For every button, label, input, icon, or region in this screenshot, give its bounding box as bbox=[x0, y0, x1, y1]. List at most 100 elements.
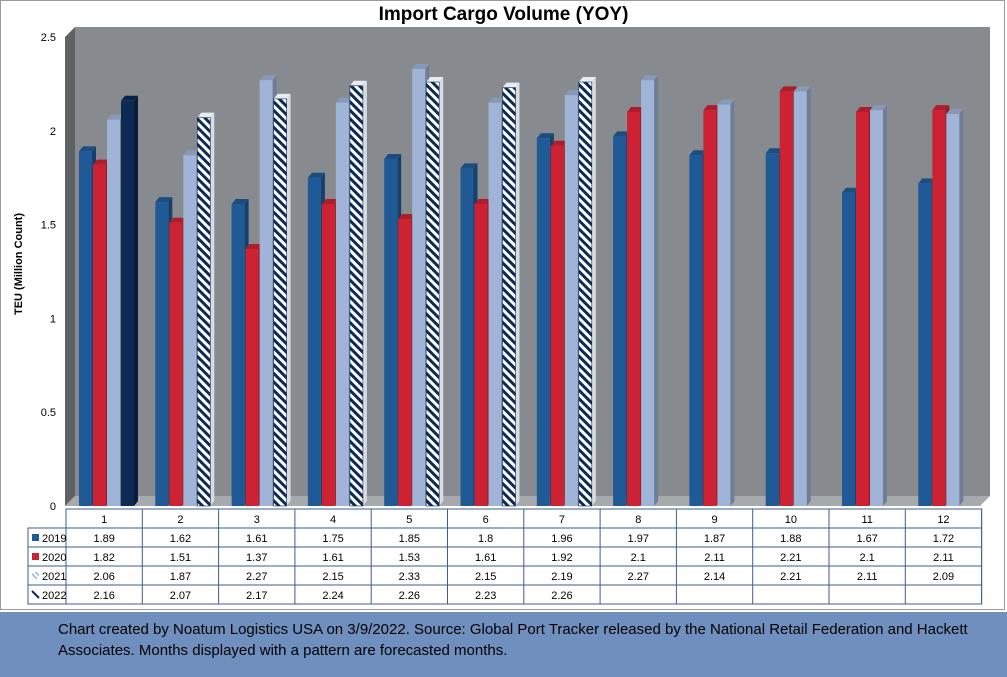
x-tick-label: 9 bbox=[711, 514, 717, 526]
bar-top bbox=[918, 178, 936, 184]
bar-front bbox=[460, 168, 474, 506]
y-tick-label: 1.5 bbox=[41, 220, 56, 232]
data-label-2021-11: 2.11 bbox=[857, 571, 878, 583]
bar-top bbox=[502, 82, 520, 88]
data-label-2021-2: 1.87 bbox=[170, 571, 191, 583]
data-label-2022-7: 2.26 bbox=[551, 590, 572, 602]
chart-title: Import Cargo Volume (YOY) bbox=[378, 4, 629, 25]
bar-2022-3 bbox=[273, 93, 291, 507]
bar-top bbox=[426, 77, 444, 83]
bar-side bbox=[362, 80, 367, 506]
data-label-2019-3: 1.61 bbox=[246, 533, 267, 545]
bar-2021-9 bbox=[717, 99, 735, 506]
bar-2021-12 bbox=[946, 108, 964, 506]
y-axis: 0 0.5 1 1.5 2 2.5 bbox=[41, 32, 56, 513]
bar-front bbox=[349, 85, 364, 507]
data-label-2021-6: 2.15 bbox=[475, 571, 496, 583]
data-label-2022-1: 2.16 bbox=[93, 590, 114, 602]
data-label-2022-3: 2.17 bbox=[246, 590, 267, 602]
bars-group bbox=[79, 63, 964, 507]
bar-front bbox=[641, 80, 655, 506]
bar-front bbox=[946, 113, 960, 506]
bar-side bbox=[654, 75, 659, 506]
bar-top bbox=[856, 107, 873, 113]
bar-top bbox=[183, 150, 201, 156]
y-tick-label: 2 bbox=[50, 126, 56, 138]
bar-2022-4 bbox=[349, 80, 367, 507]
data-label-2019-12: 1.72 bbox=[933, 533, 954, 545]
bar-front bbox=[918, 183, 932, 506]
bar-top bbox=[474, 198, 492, 204]
bar-side bbox=[883, 105, 887, 506]
bar-front bbox=[502, 87, 516, 507]
bar-front bbox=[107, 119, 120, 506]
bar-top bbox=[578, 77, 596, 83]
data-label-2020-4: 1.61 bbox=[322, 552, 343, 564]
bar-front bbox=[613, 136, 627, 507]
bar-side bbox=[591, 77, 596, 507]
bar-top bbox=[946, 108, 964, 114]
bar-top bbox=[93, 159, 110, 165]
bar-side bbox=[806, 86, 811, 507]
bar-front bbox=[793, 91, 807, 507]
bar-2022-2 bbox=[197, 112, 215, 507]
data-label-2021-12: 2.09 bbox=[933, 571, 954, 583]
data-label-2019-2: 1.62 bbox=[170, 533, 191, 545]
bar-top bbox=[488, 97, 506, 103]
legend-label-2022: 2022 bbox=[42, 590, 66, 602]
bar-top bbox=[613, 131, 631, 137]
bar-front bbox=[578, 81, 593, 507]
bar-front bbox=[169, 222, 183, 506]
data-label-2021-4: 2.15 bbox=[322, 571, 343, 583]
bar-side bbox=[439, 77, 444, 507]
bar-top bbox=[259, 75, 277, 81]
bar-top bbox=[384, 153, 402, 159]
data-label-2022-4: 2.24 bbox=[322, 590, 343, 602]
bar-2021-8 bbox=[641, 75, 659, 506]
data-label-2020-12: 2.11 bbox=[933, 552, 954, 564]
data-label-2021-3: 2.27 bbox=[246, 571, 267, 583]
y-axis-label: TEU (Million Count) bbox=[13, 213, 25, 315]
bar-top bbox=[627, 107, 645, 113]
bar-front bbox=[245, 248, 259, 506]
bar-front bbox=[197, 117, 211, 507]
legend-key-2021 bbox=[32, 572, 39, 579]
data-label-2020-1: 1.82 bbox=[93, 552, 114, 564]
legend-key-2019 bbox=[32, 534, 39, 541]
data-label-2019-1: 1.89 bbox=[93, 533, 114, 545]
data-label-2020-2: 1.51 bbox=[170, 552, 191, 564]
data-label-2019-11: 1.67 bbox=[856, 533, 877, 545]
bar-front bbox=[536, 138, 550, 506]
data-label-2021-9: 2.14 bbox=[704, 571, 725, 583]
bar-top bbox=[564, 90, 582, 96]
data-label-2019-6: 1.8 bbox=[478, 533, 493, 545]
data-label-2020-3: 1.37 bbox=[246, 552, 267, 564]
bar-front bbox=[689, 155, 703, 507]
bar-top bbox=[412, 63, 430, 69]
bar-top bbox=[79, 146, 96, 152]
data-label-2022-5: 2.26 bbox=[399, 590, 420, 602]
bar-front bbox=[384, 158, 398, 506]
legend-key-2020 bbox=[32, 553, 39, 560]
bar-top bbox=[932, 105, 950, 111]
bar-top bbox=[169, 217, 187, 223]
plot-floor bbox=[65, 496, 990, 506]
bar-front bbox=[564, 95, 578, 506]
bar-side bbox=[730, 99, 735, 506]
data-label-2020-7: 1.92 bbox=[551, 552, 572, 564]
x-tick-label: 12 bbox=[937, 514, 949, 526]
data-label-2020-5: 1.53 bbox=[399, 552, 420, 564]
bar-top bbox=[273, 93, 291, 99]
bar-side bbox=[515, 82, 520, 506]
legend-label-2020: 2020 bbox=[42, 552, 66, 564]
data-label-2022-2: 2.07 bbox=[170, 590, 191, 602]
x-tick-label: 2 bbox=[177, 514, 183, 526]
x-tick-label: 6 bbox=[483, 514, 489, 526]
bar-front bbox=[259, 80, 273, 506]
bar-top bbox=[121, 95, 138, 101]
data-label-2019-10: 1.88 bbox=[780, 533, 801, 545]
bar-top bbox=[197, 112, 215, 118]
bar-2022-6 bbox=[502, 82, 520, 507]
footer-note-box: Chart created by Noatum Logistics USA on… bbox=[0, 612, 1007, 677]
